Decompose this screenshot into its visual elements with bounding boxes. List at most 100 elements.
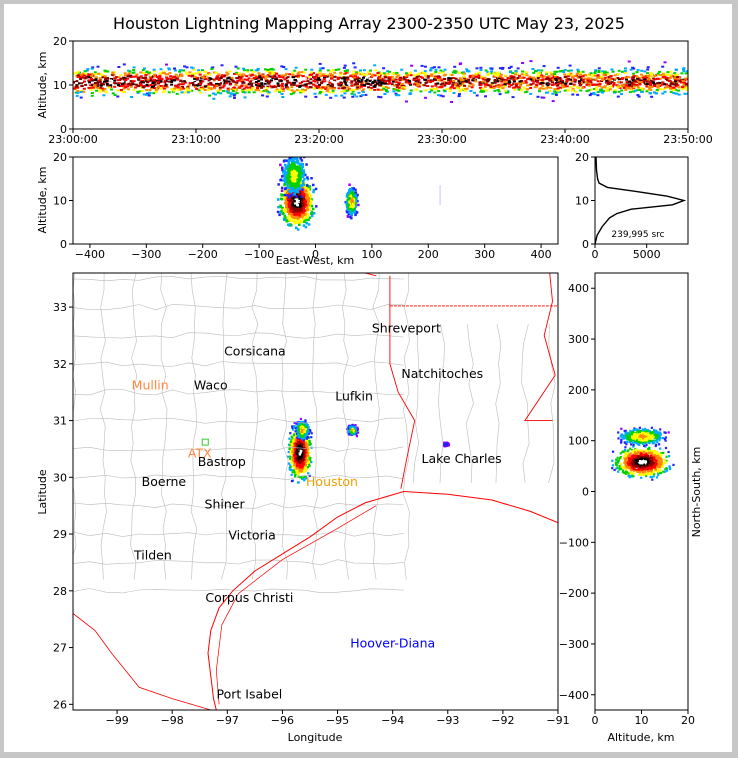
map-lightning-source	[299, 476, 302, 479]
altitude-time-source	[149, 78, 153, 81]
altitude-eastwest-source	[293, 197, 296, 200]
altitude-time-source	[314, 84, 318, 87]
altitude-time-source	[309, 78, 313, 81]
altitude-time-source	[535, 79, 539, 82]
altitude-eastwest-source	[290, 167, 293, 171]
map-lightning-source	[289, 464, 292, 467]
altitude-time-source	[173, 67, 176, 70]
altitude-time-source	[294, 75, 298, 78]
map-lightning-source	[294, 444, 297, 447]
altitude-time-source	[212, 84, 216, 87]
altitude-time-source	[332, 81, 336, 84]
altitude-time-source	[233, 72, 236, 75]
altitude-time-source	[331, 89, 335, 92]
altitude-time-source	[631, 66, 635, 69]
altitude-time-source	[503, 80, 507, 83]
altitude-time-source	[559, 78, 563, 81]
altitude-time-source	[204, 70, 208, 73]
altitude-time-source	[252, 70, 256, 73]
altitude-time-source	[427, 79, 431, 82]
altitude-time-source	[385, 73, 389, 76]
altitude-eastwest-source	[293, 192, 296, 196]
altitude-eastwest-source	[298, 220, 302, 223]
altitude-time-source	[554, 79, 558, 82]
altitude-time-source	[663, 61, 667, 64]
altitude-time-source	[210, 83, 214, 86]
altitude-eastwest-source	[312, 188, 316, 192]
altitude-time-source	[166, 81, 170, 84]
altitude-time-source	[355, 88, 359, 91]
altitude-time-source	[336, 76, 340, 79]
altitude-time-source	[93, 73, 97, 76]
altitude-eastwest-source	[347, 211, 351, 214]
altitude-time-source	[251, 80, 255, 83]
altitude-eastwest-source	[296, 184, 300, 188]
map-lightning-source	[305, 438, 308, 441]
altitude-time-source	[667, 80, 671, 83]
altitude-time-source	[572, 84, 576, 87]
altitude-time-source	[391, 80, 395, 83]
altitude-time-source	[140, 81, 144, 84]
altitude-time-source	[313, 80, 317, 83]
altitude-time-source	[233, 89, 237, 91]
altitude-time-source	[319, 67, 323, 70]
altitude-time-source	[676, 81, 679, 84]
map-lightning-source	[299, 445, 302, 448]
altitude-time-source	[370, 74, 374, 77]
altitude-time-source	[273, 74, 277, 77]
altitude-eastwest-source	[297, 203, 301, 206]
altitude-eastwest-source	[291, 215, 294, 218]
altitude-time-source	[484, 95, 487, 98]
altitude-time-source	[113, 71, 117, 74]
altitude-time-source	[595, 86, 598, 89]
altitude-time-source	[185, 73, 189, 76]
altitude-time-source	[129, 85, 133, 88]
altitude-eastwest-source	[294, 154, 297, 157]
altitude-time-source	[167, 91, 171, 94]
altitude-eastwest-source	[349, 204, 352, 207]
altitude-time-source	[153, 75, 157, 78]
altitude-time-source	[196, 80, 200, 83]
altitude-time-source	[175, 92, 179, 95]
map-lightning-source	[292, 435, 296, 438]
altitude-time-source	[653, 75, 657, 77]
map-lightning-source	[307, 457, 310, 460]
altitude-eastwest-source	[302, 205, 305, 208]
altitude-time-source	[571, 93, 575, 96]
altitude-eastwest-source	[347, 198, 350, 201]
altitude-time-source	[159, 77, 163, 80]
altitude-time-source	[429, 81, 433, 83]
altitude-eastwest-source	[292, 170, 295, 174]
map-lightning-source	[294, 473, 297, 477]
altitude-eastwest-source	[281, 168, 284, 172]
altitude-eastwest-source	[298, 170, 301, 174]
map-lightning-source	[299, 466, 302, 469]
altitude-time-source	[498, 79, 502, 82]
altitude-time-source	[495, 71, 499, 74]
altitude-eastwest-source	[282, 217, 286, 221]
map-lightning-source	[291, 425, 294, 428]
altitude-time-source	[464, 79, 468, 82]
altitude-time-source	[552, 83, 556, 86]
altitude-time-source	[429, 67, 433, 70]
altitude-eastwest-source	[281, 212, 284, 216]
altitude-time-source	[672, 89, 676, 92]
altitude-time-source	[91, 79, 95, 82]
altitude-time-source	[245, 75, 249, 78]
altitude-time-source	[137, 78, 140, 81]
altitude-time-source	[626, 85, 630, 88]
altitude-eastwest-source	[302, 192, 306, 196]
altitude-time-source	[386, 70, 390, 73]
altitude-time-source	[144, 79, 148, 82]
altitude-time-source	[105, 80, 109, 82]
altitude-time-source	[85, 69, 89, 72]
altitude-time-source	[211, 66, 215, 69]
altitude-time-source	[217, 73, 221, 76]
altitude-time-source	[243, 78, 247, 81]
altitude-eastwest-source	[287, 158, 291, 161]
altitude-time-source	[548, 89, 552, 92]
altitude-eastwest-source	[351, 202, 355, 206]
altitude-time-source	[325, 89, 329, 92]
altitude-time-source	[299, 84, 303, 87]
altitude-time-source	[681, 86, 685, 89]
